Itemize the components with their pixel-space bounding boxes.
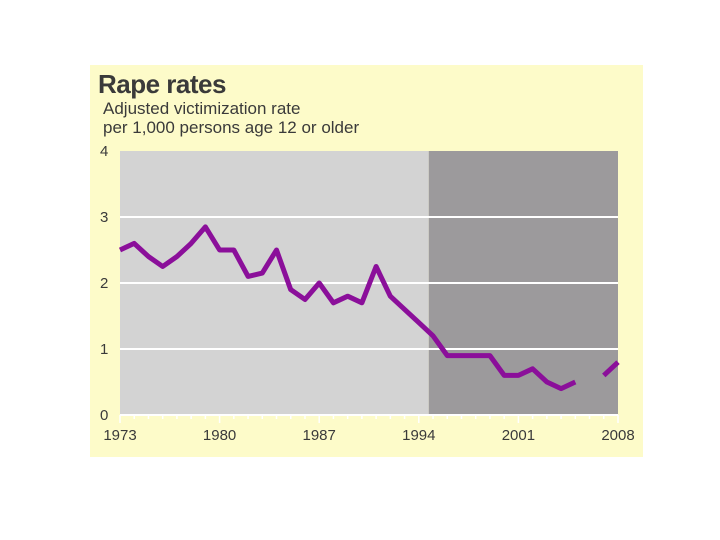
rape-rate-series-line [602, 360, 620, 378]
y-tick-label: 2 [100, 275, 108, 292]
chart-subtitle-line-1: Adjusted victimization rate [103, 99, 301, 118]
y-tick-label: 4 [100, 143, 108, 160]
chart-panel: Rape rates Adjusted victimization rate p… [90, 65, 643, 457]
x-tick-label: 1973 [103, 427, 136, 444]
rape-rate-line-chart: 0 1 2 3 4 1973 1980 1987 1994 2001 2008 [100, 143, 635, 444]
x-tick-label: 1994 [402, 427, 435, 444]
y-tick-label: 1 [100, 341, 108, 358]
x-tick-label: 1980 [203, 427, 236, 444]
x-tick-label: 2001 [502, 427, 535, 444]
chart-subtitle-line-2: per 1,000 persons age 12 or older [103, 118, 360, 137]
rape-rate-series-line [118, 224, 577, 392]
y-tick-label: 0 [100, 407, 108, 424]
y-tick-label: 3 [100, 209, 108, 226]
x-tick-label: 1987 [303, 427, 336, 444]
chart-title: Rape rates [98, 69, 226, 99]
x-tick-label: 2008 [601, 427, 634, 444]
